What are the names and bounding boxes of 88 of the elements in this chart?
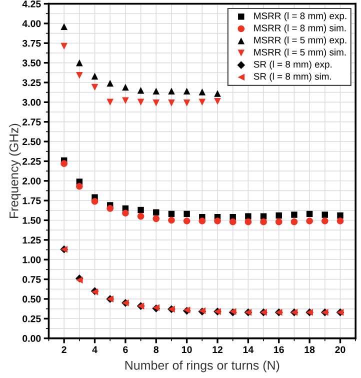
point: [245, 213, 252, 220]
point: [168, 88, 175, 95]
x-axis-title: Number of rings or turns (N): [125, 360, 280, 372]
y-tick-label: 0.25: [22, 315, 41, 322]
point: [91, 198, 98, 205]
point: [322, 218, 328, 224]
point: [76, 182, 83, 190]
x-tick-label: 12: [212, 346, 223, 353]
point: [214, 218, 221, 224]
point: [152, 215, 160, 222]
x-tick-label: 18: [304, 346, 315, 354]
legend-label: MSRR (l = 5 mm) exp.: [254, 36, 346, 46]
x-tick-label: 2: [62, 346, 66, 353]
y-tick-label: 1.50: [22, 216, 41, 224]
point: [152, 100, 160, 106]
point: [137, 86, 144, 94]
x-tick-label: 4: [92, 346, 98, 353]
x-tick-label: 14: [243, 346, 254, 353]
point: [153, 209, 160, 216]
point: [106, 80, 114, 87]
point: [229, 218, 236, 226]
legend-label: MSRR (l = 8 mm) exp.: [254, 12, 346, 22]
point: [106, 98, 114, 106]
y-tick-label: 1.25: [22, 236, 41, 244]
point: [168, 216, 175, 224]
y-tick-label: 0.00: [22, 335, 41, 342]
point: [183, 100, 190, 106]
legend-label: SR (l = 8 mm) exp.: [254, 60, 332, 70]
point: [336, 218, 344, 224]
y-tick-label: 1.00: [22, 256, 41, 264]
point: [76, 59, 83, 66]
point: [198, 98, 206, 106]
x-tick-label: 16: [274, 346, 284, 354]
y-tick-label: 4.25: [22, 0, 41, 8]
point: [275, 218, 282, 226]
point: [214, 90, 221, 97]
legend-label: MSRR (l = 5 mm) sim.: [254, 48, 346, 58]
point: [152, 88, 160, 95]
point: [137, 98, 144, 106]
y-tick-label: 1.75: [22, 197, 41, 204]
point: [122, 97, 129, 104]
point: [322, 212, 328, 218]
point: [260, 218, 267, 226]
y-axis-title: Frequency (GHz): [9, 124, 21, 218]
y-tick-label: 0.50: [22, 296, 41, 303]
point: [137, 212, 144, 220]
y-tick-label: 2.75: [22, 118, 41, 126]
point: [60, 23, 68, 30]
x-tick-label: 8: [154, 346, 159, 354]
y-tick-label: 2.00: [22, 178, 41, 185]
point: [260, 213, 267, 220]
point: [290, 218, 298, 226]
point: [91, 72, 98, 80]
y-tick-label: 4.00: [22, 20, 41, 28]
point: [276, 212, 282, 219]
legend-label: MSRR (l = 8 mm) sim.: [254, 24, 346, 34]
point: [122, 210, 129, 217]
y-tick-label: 3.25: [22, 79, 41, 86]
point: [306, 218, 313, 224]
point: [337, 212, 344, 219]
point: [91, 84, 98, 91]
point: [291, 212, 298, 218]
point: [184, 210, 190, 218]
point: [244, 218, 252, 226]
point: [76, 72, 83, 79]
point: [60, 160, 68, 167]
point: [183, 218, 190, 224]
point: [138, 206, 144, 214]
point: [214, 98, 221, 105]
point: [183, 88, 190, 95]
y-tick-label: 2.50: [22, 138, 41, 146]
point: [198, 218, 206, 224]
point: [106, 205, 114, 212]
y-tick-label: 3.50: [22, 60, 41, 66]
y-tick-label: 3.00: [22, 98, 41, 106]
y-tick-label: 2.25: [22, 158, 41, 165]
point: [168, 210, 175, 218]
point: [122, 84, 129, 91]
point: [306, 210, 313, 218]
point: [60, 42, 68, 50]
x-tick-label: 20: [335, 346, 346, 354]
legend-label: SR (l = 8 mm) sim.: [254, 72, 331, 82]
point: [198, 88, 206, 96]
y-tick-label: 3.75: [22, 40, 41, 47]
point: [168, 100, 175, 106]
x-tick-label: 6: [123, 346, 128, 354]
y-tick-label: 0.75: [22, 276, 41, 283]
x-tick-label: 10: [182, 346, 192, 354]
